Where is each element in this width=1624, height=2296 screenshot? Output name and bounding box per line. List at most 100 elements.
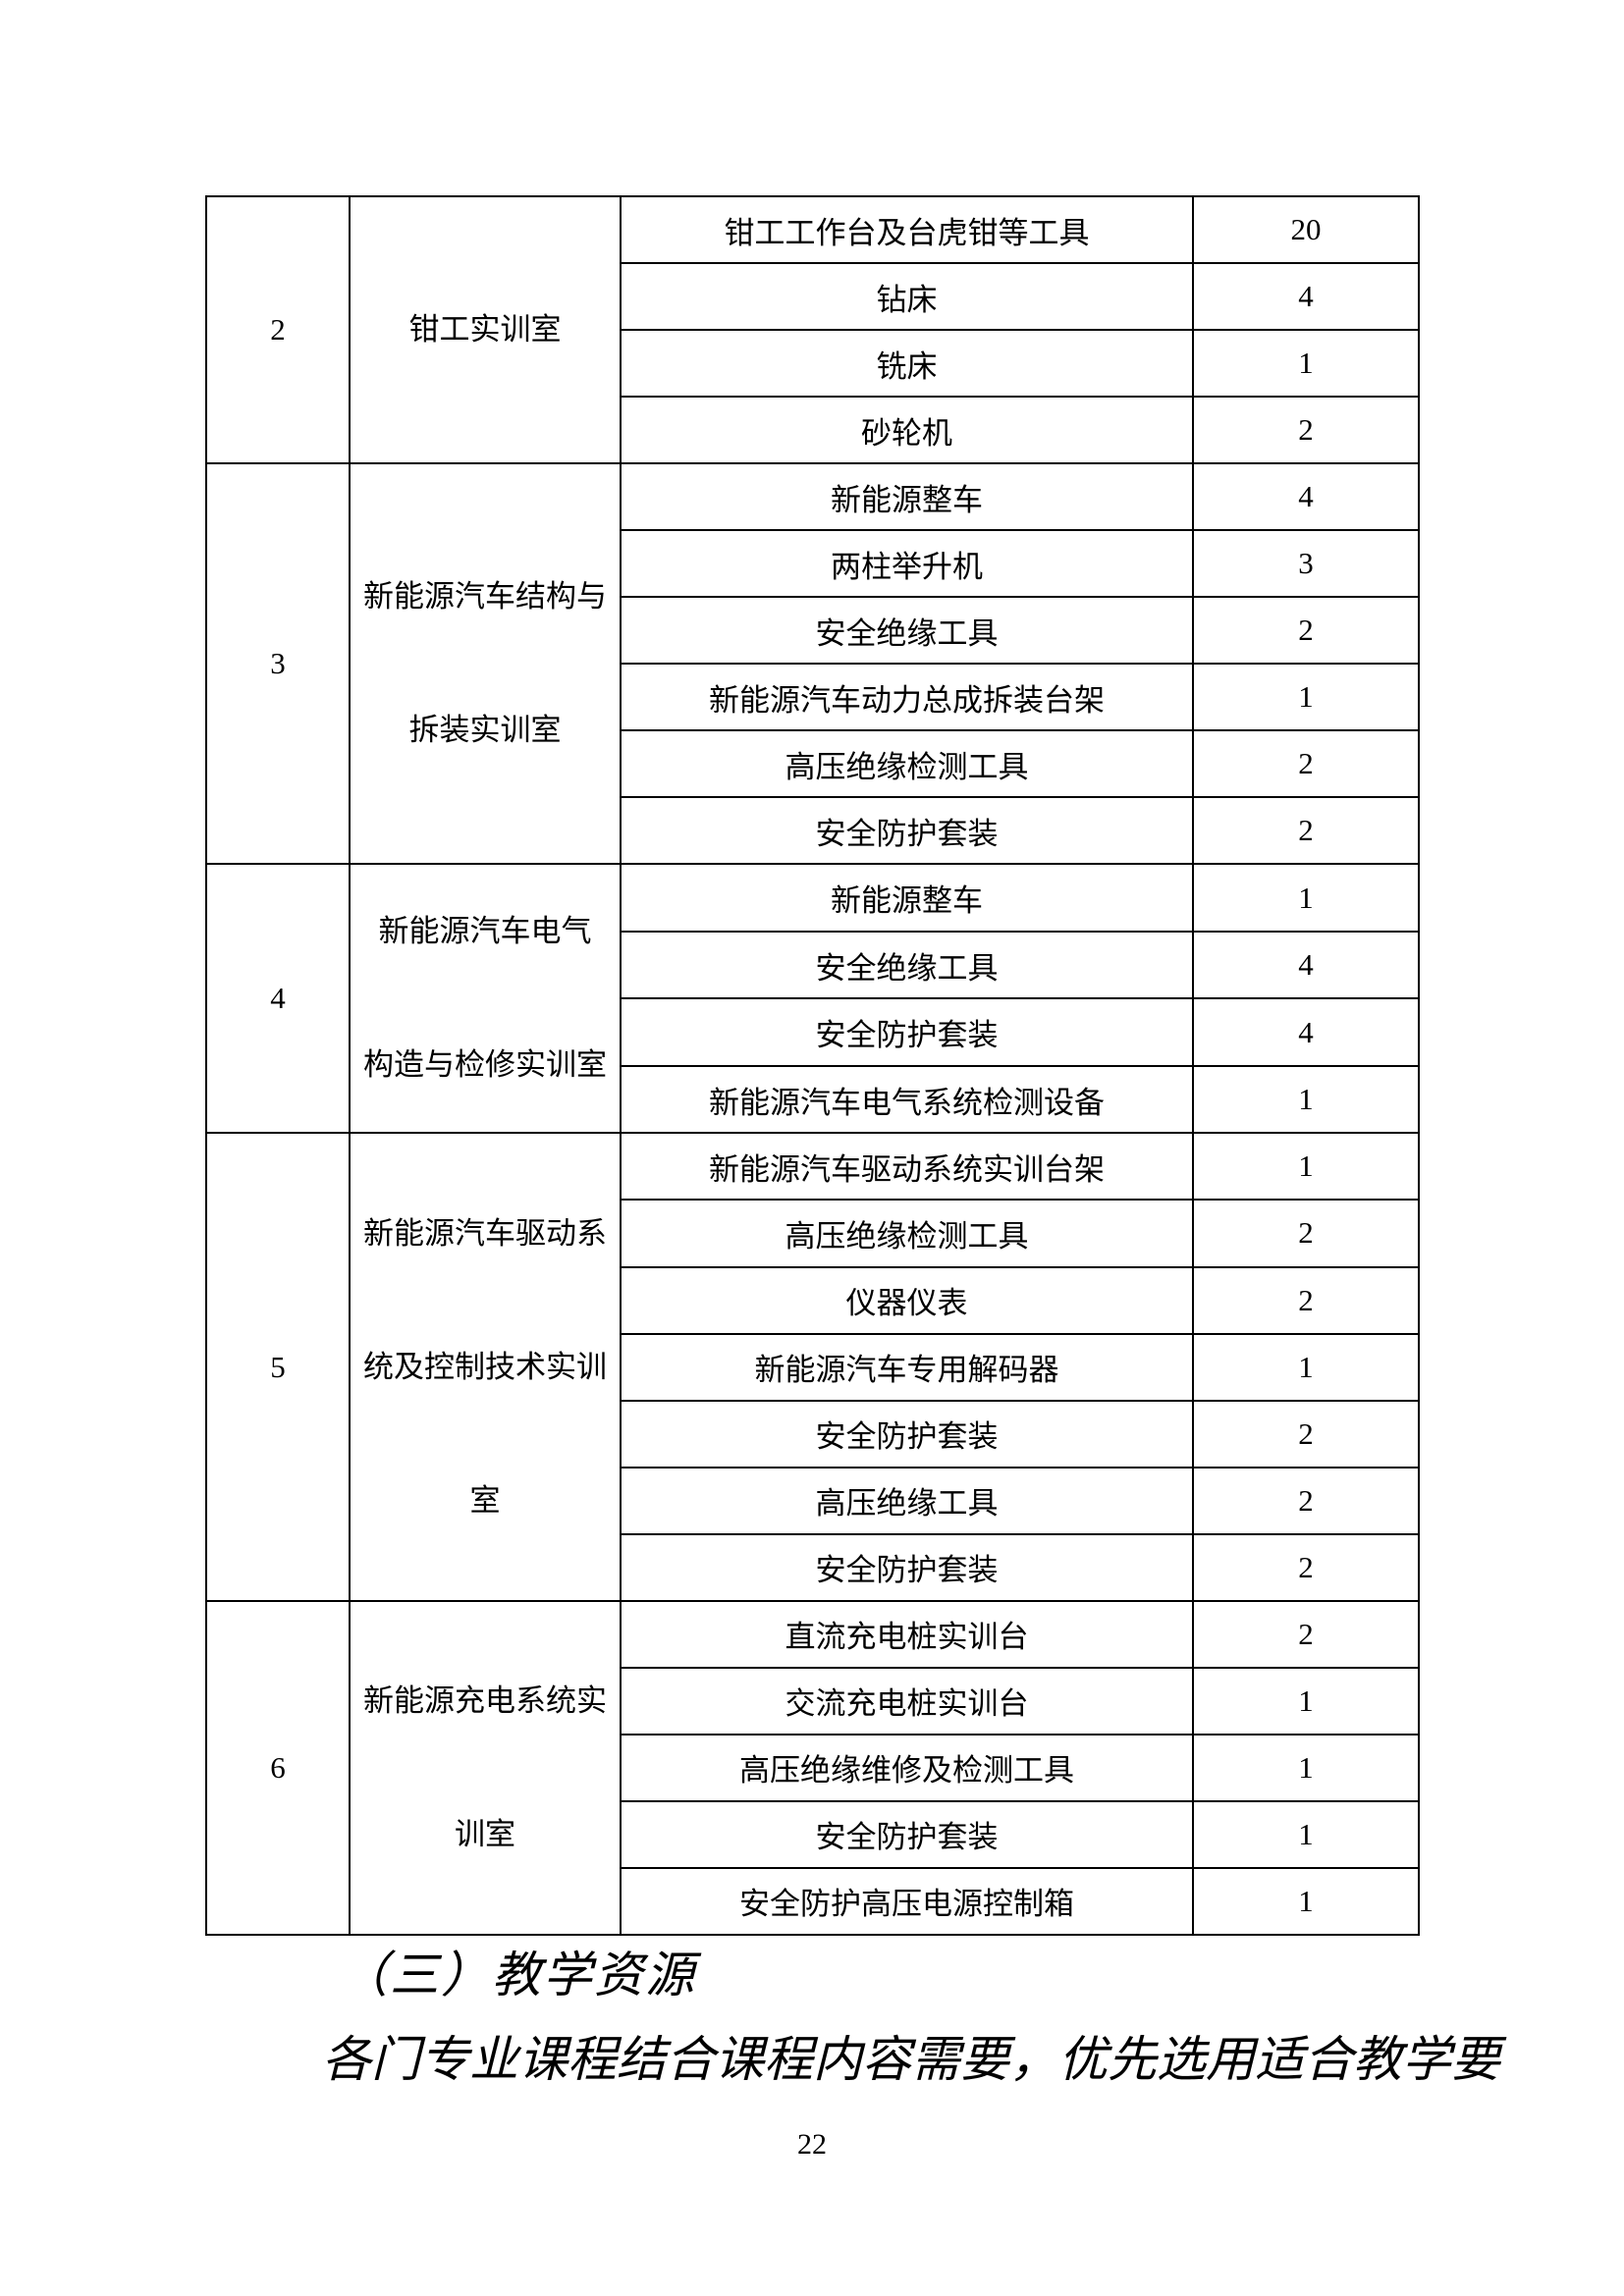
room-name-line: 新能源汽车结构与 (363, 579, 607, 614)
room-cell: 钳工实训室 (349, 194, 622, 465)
equipment-cell: 仪器仪表 (620, 1265, 1194, 1335)
equipment-cell: 安全绝缘工具 (620, 596, 1194, 666)
quantity-value: 2 (1298, 1282, 1314, 1317)
qty-cell: 4 (1192, 930, 1420, 1000)
qty-cell: 2 (1192, 1265, 1420, 1335)
room-cell: 新能源汽车结构与 拆装实训室 (349, 462, 622, 866)
room-name-line: 拆装实训室 (408, 713, 562, 748)
equipment-cell: 两柱举升机 (620, 529, 1194, 599)
table-row: 高压绝缘工具 2 (206, 1466, 1420, 1535)
equipment-name: 新能源汽车动力总成拆装台架 (709, 682, 1105, 718)
quantity-value: 1 (1298, 1883, 1314, 1918)
table-row: 安全防护套装 2 (206, 1399, 1420, 1468)
table-row: 安全防护高压电源控制箱 1 (206, 1866, 1420, 1937)
equipment-name: 高压绝缘检测工具 (785, 749, 1029, 784)
table-row: 安全防护套装 1 (206, 1799, 1420, 1869)
quantity-value: 1 (1298, 1082, 1314, 1117)
table-row: 新能源汽车动力总成拆装台架 1 (206, 663, 1420, 732)
room-cell: 新能源汽车电气 构造与检修实训室 (349, 863, 622, 1135)
qty-cell: 2 (1192, 1199, 1420, 1268)
room-name-line: 钳工实训室 (408, 312, 562, 347)
qty-cell: 1 (1192, 1799, 1420, 1869)
room-cell: 新能源充电系统实 训室 (349, 1599, 622, 1937)
equipment-name: 新能源汽车专用解码器 (754, 1353, 1059, 1388)
qty-cell: 1 (1192, 1733, 1420, 1802)
quantity-value: 2 (1298, 1215, 1314, 1251)
qty-cell: 1 (1192, 1666, 1420, 1735)
serial-number: 3 (270, 646, 286, 681)
equipment-cell: 安全防护套装 (620, 1532, 1194, 1602)
serial-cell: 2 (205, 194, 351, 465)
equipment-name: 安全防护套装 (815, 1018, 999, 1053)
equipment-cell: 交流充电桩实训台 (620, 1666, 1194, 1735)
table-row: 交流充电桩实训台 1 (206, 1666, 1420, 1735)
quantity-value: 2 (1298, 412, 1314, 448)
table-row: 仪器仪表 2 (206, 1265, 1420, 1335)
equipment-cell: 砂轮机 (620, 396, 1194, 465)
table-row: 安全防护套装 2 (206, 1532, 1420, 1602)
equipment-name: 新能源汽车电气系统检测设备 (709, 1085, 1105, 1120)
room-name-line: 新能源汽车电气 (378, 914, 592, 949)
equipment-name: 砂轮机 (861, 415, 952, 451)
equipment-cell: 新能源整车 (620, 462, 1194, 532)
qty-cell: 2 (1192, 1532, 1420, 1602)
room-name-line: 训室 (455, 1816, 515, 1851)
equipment-cell: 新能源汽车电气系统检测设备 (620, 1064, 1194, 1135)
quantity-value: 2 (1298, 1415, 1314, 1451)
serial-cell: 3 (205, 462, 351, 866)
equipment-name: 安全防护高压电源控制箱 (739, 1887, 1074, 1922)
table-row: 高压绝缘检测工具 2 (206, 1199, 1420, 1268)
equipment-name: 交流充电桩实训台 (785, 1686, 1029, 1722)
qty-cell: 2 (1192, 396, 1420, 465)
page-number: 22 (797, 2128, 827, 2161)
equipment-name: 安全防护套装 (815, 1553, 999, 1588)
equipment-name: 新能源整车 (831, 482, 983, 517)
quantity-value: 2 (1298, 1482, 1314, 1518)
equipment-name: 两柱举升机 (831, 549, 983, 584)
quantity-value: 2 (1298, 613, 1314, 648)
equipment-cell: 高压绝缘维修及检测工具 (620, 1733, 1194, 1802)
equipment-name: 铣床 (876, 348, 938, 384)
equipment-cell: 高压绝缘工具 (620, 1466, 1194, 1535)
qty-cell: 1 (1192, 863, 1420, 933)
quantity-value: 1 (1298, 679, 1314, 715)
equipment-cell: 安全防护套装 (620, 1799, 1194, 1869)
table-row: 砂轮机 2 (206, 396, 1420, 465)
table-row: 5 新能源汽车驱动系 统及控制技术实训 室 新能源汽车驱动系统实训台架 1 (205, 1132, 1420, 1602)
quantity-value: 2 (1298, 1616, 1314, 1651)
quantity-value: 2 (1298, 746, 1314, 781)
room-name-line: 统及控制技术实训 (363, 1349, 607, 1384)
room-name-line: 构造与检修实训室 (363, 1047, 607, 1083)
qty-cell: 2 (1192, 596, 1420, 666)
equipment-name: 新能源汽车驱动系统实训台架 (709, 1151, 1105, 1187)
qty-cell: 2 (1192, 1399, 1420, 1468)
table-row: 安全绝缘工具 4 (206, 930, 1420, 1000)
table-row: 安全防护套装 4 (206, 997, 1420, 1067)
quantity-value: 4 (1298, 279, 1314, 314)
qty-cell: 1 (1192, 1332, 1420, 1402)
quantity-value: 3 (1298, 546, 1314, 581)
qty-cell: 1 (1192, 663, 1420, 732)
qty-cell: 2 (1192, 1466, 1420, 1535)
table-row: 3 新能源汽车结构与 拆装实训室 新能源整车 4 (205, 462, 1420, 866)
table-row: 6 新能源充电系统实 训室 直流充电桩实训台 2 (205, 1599, 1420, 1937)
table-row: 4 新能源汽车电气 构造与检修实训室 新能源整车 1 (205, 863, 1420, 1135)
equipment-cell: 铣床 (620, 329, 1194, 399)
quantity-value: 1 (1298, 1349, 1314, 1384)
equipment-table: 2 钳工实训室 钳工工作台及台虎钳等工具 20 钻床 4 铣床 1 砂轮机 2 (205, 194, 1420, 1937)
equipment-name: 钻床 (876, 282, 938, 317)
equipment-name: 钳工工作台及台虎钳等工具 (724, 215, 1090, 250)
equipment-name: 安全绝缘工具 (815, 615, 999, 651)
section-heading: （三）教学资源 (339, 1948, 696, 2002)
equipment-cell: 新能源汽车动力总成拆装台架 (620, 663, 1194, 732)
equipment-name: 新能源整车 (831, 883, 983, 919)
qty-cell: 1 (1192, 1132, 1420, 1201)
equipment-cell: 安全绝缘工具 (620, 930, 1194, 1000)
equipment-cell: 高压绝缘检测工具 (620, 1199, 1194, 1268)
equipment-cell: 安全防护套装 (620, 796, 1194, 866)
serial-cell: 5 (205, 1132, 351, 1602)
quantity-value: 4 (1298, 479, 1314, 514)
qty-cell: 2 (1192, 729, 1420, 799)
equipment-name: 直流充电桩实训台 (785, 1620, 1029, 1655)
quantity-value: 1 (1298, 1682, 1314, 1718)
